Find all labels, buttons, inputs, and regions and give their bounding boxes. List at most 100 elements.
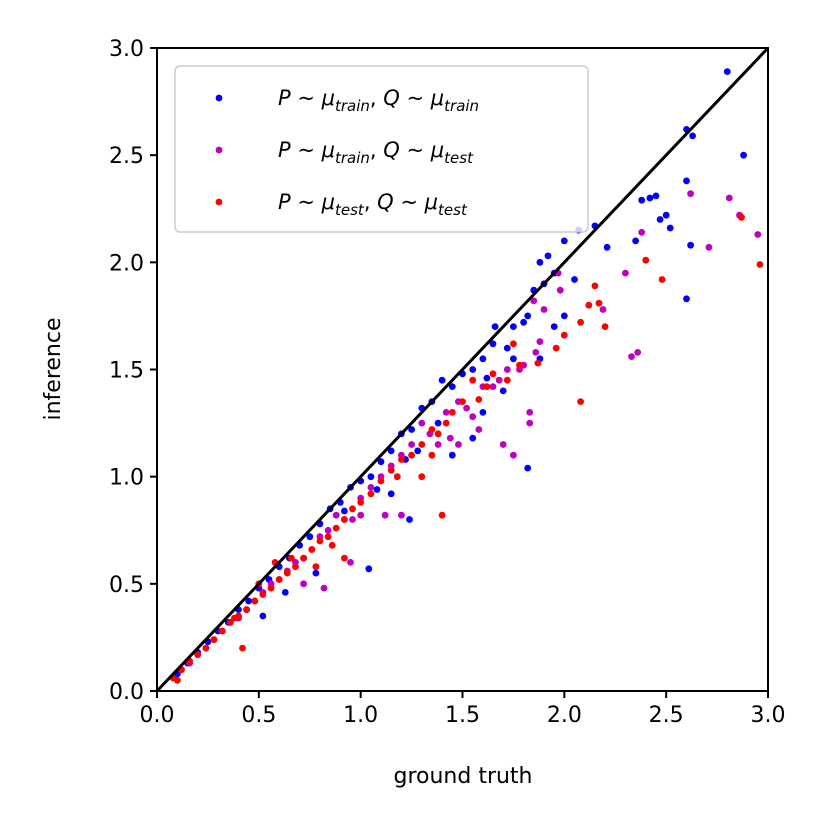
data-point-series-2: [463, 404, 470, 412]
data-point-series-1: [683, 177, 690, 185]
data-point-series-3: [367, 490, 375, 498]
data-point-series-2: [495, 376, 503, 384]
data-point-series-2: [442, 409, 450, 416]
data-point-series-2: [628, 353, 635, 360]
data-point-series-1: [406, 516, 413, 523]
data-point-series-3: [552, 344, 560, 352]
data-point-series-1: [489, 340, 497, 348]
data-point-series-1: [387, 447, 395, 455]
data-point-series-3: [316, 537, 324, 545]
data-point-series-2: [725, 194, 733, 202]
data-point-series-1: [491, 323, 499, 330]
y-tick-label: 3.0: [109, 37, 144, 62]
data-point-series-3: [341, 516, 348, 523]
data-point-series-3: [483, 383, 491, 390]
data-point-series-2: [349, 516, 356, 523]
data-point-series-3: [448, 409, 456, 416]
data-point-series-3: [418, 473, 426, 481]
data-point-series-2: [526, 409, 534, 416]
data-point-series-3: [251, 597, 259, 605]
points-layer: [169, 68, 764, 684]
y-tick-label: 0.5: [109, 573, 144, 598]
data-point-series-3: [601, 323, 609, 330]
data-point-series-3: [243, 606, 251, 613]
data-point-series-1: [448, 451, 456, 459]
data-point-series-2: [622, 269, 629, 277]
data-point-series-3: [377, 477, 385, 485]
y-tick-label: 2.0: [109, 251, 144, 276]
data-point-series-3: [442, 419, 450, 427]
data-point-series-2: [320, 584, 328, 592]
data-point-series-1: [571, 276, 578, 283]
data-point-series-3: [283, 569, 291, 577]
data-point-series-2: [300, 580, 307, 588]
data-point-series-1: [683, 295, 690, 303]
data-point-series-3: [387, 466, 395, 474]
x-tick-label: 2.0: [547, 703, 582, 728]
data-point-series-3: [357, 499, 365, 506]
data-point-series-3: [210, 636, 218, 643]
data-point-series-2: [475, 426, 483, 433]
data-point-series-3: [275, 576, 283, 583]
data-point-series-3: [756, 261, 764, 268]
data-point-series-3: [585, 301, 593, 309]
data-point-series-3: [510, 340, 517, 348]
data-point-series-3: [398, 456, 405, 463]
data-point-series-1: [373, 486, 381, 493]
data-point-series-3: [516, 361, 523, 369]
data-point-series-1: [448, 383, 456, 390]
data-point-series-1: [483, 374, 491, 382]
data-point-series-1: [414, 447, 422, 455]
data-point-series-2: [532, 349, 540, 356]
data-point-series-1: [520, 318, 527, 326]
data-point-series-3: [408, 451, 415, 459]
data-point-series-1: [503, 344, 511, 352]
data-point-series-3: [503, 376, 511, 384]
x-tick-label: 0.5: [241, 703, 276, 728]
data-point-series-2: [418, 419, 426, 427]
y-tick-label: 1.0: [109, 466, 144, 491]
data-point-series-3: [288, 554, 295, 562]
data-point-series-3: [324, 533, 332, 541]
data-point-series-2: [398, 511, 405, 519]
data-point-series-1: [638, 196, 646, 204]
data-point-series-2: [510, 451, 517, 459]
data-point-series-2: [705, 243, 713, 251]
data-point-series-1: [723, 68, 731, 75]
data-point-series-1: [689, 132, 696, 140]
data-point-series-2: [324, 526, 332, 534]
data-point-series-3: [349, 505, 356, 513]
data-point-series-1: [524, 312, 532, 320]
data-point-series-2: [526, 419, 534, 427]
data-point-series-1: [281, 589, 289, 596]
data-point-series-2: [754, 231, 762, 238]
x-tick-label: 2.5: [649, 703, 684, 728]
data-point-series-2: [599, 306, 607, 313]
data-point-series-2: [638, 228, 646, 236]
data-point-series-1: [259, 612, 267, 620]
data-point-series-1: [377, 458, 385, 466]
data-point-series-1: [603, 243, 611, 251]
data-point-series-1: [306, 533, 314, 541]
data-point-series-3: [259, 591, 267, 598]
data-point-series-3: [308, 546, 316, 553]
data-point-series-1: [666, 224, 674, 232]
data-point-series-3: [577, 318, 584, 326]
identity-line: [155, 46, 770, 693]
data-point-series-2: [503, 366, 511, 373]
data-point-series-3: [475, 396, 483, 403]
data-point-series-3: [202, 644, 210, 652]
data-point-series-1: [434, 419, 442, 427]
data-point-series-3: [658, 276, 666, 283]
data-point-series-2: [687, 190, 694, 198]
data-point-series-2: [469, 413, 477, 421]
data-point-series-3: [312, 563, 320, 571]
data-point-series-1: [367, 473, 375, 481]
legend: P ~ μtrain, Q ~ μtrain P ~ μtrain, Q ~ μt…: [174, 65, 589, 233]
y-tick-label: 0.0: [109, 680, 144, 705]
data-point-series-2: [381, 511, 389, 519]
data-point-series-3: [591, 282, 599, 290]
data-point-series-1: [479, 355, 487, 363]
data-point-series-2: [446, 434, 454, 442]
